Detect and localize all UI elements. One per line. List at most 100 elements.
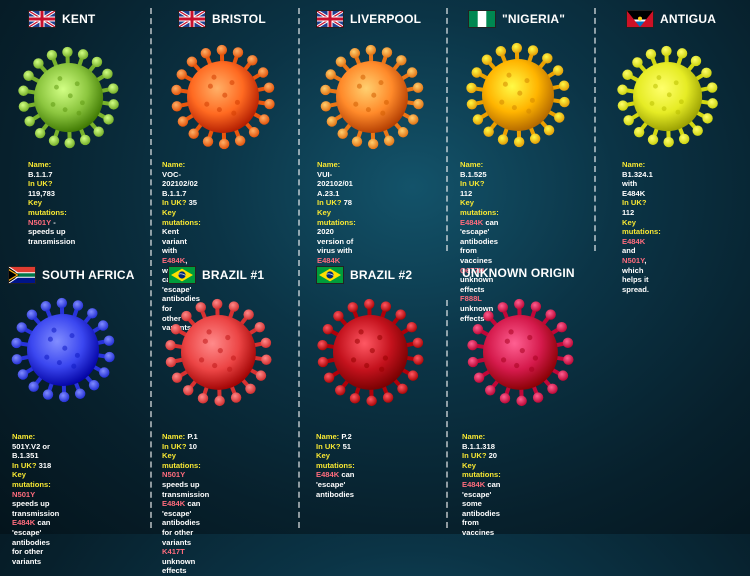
variant-header: ANTIGUA [626,10,716,28]
info-line: Key mutations: N501Y [12,470,59,499]
variant-title: LIVERPOOL [350,12,421,26]
info-label: Name: [12,432,35,441]
info-line: Key mutations: E484K can [460,198,499,227]
info-value: E484K [622,189,645,198]
info-value: 119,783 [28,189,55,198]
info-value: 'escape' some antibodies [462,490,500,518]
info-line: Name: P.2 [316,432,355,442]
info-value: can [485,480,500,489]
variant-header: BRAZIL #1 [168,266,264,284]
info-value: 10 [189,442,197,451]
variant-header: SOUTH AFRICA [8,266,135,284]
info-value: version of virus with [317,237,353,256]
variant-title: SOUTH AFRICA [42,268,135,282]
info-value: speeds up transmission [162,480,209,499]
info-line: Key mutations: 2020 [317,208,356,237]
info-line: vaccines [460,256,499,266]
info-line: Key mutations: N501Y [162,451,209,480]
variant-header: "NIGERIA" [468,10,565,28]
divider [150,8,152,528]
info-line: speeds up transmission [162,480,209,499]
variant-header: BRAZIL #2 [316,266,412,284]
info-line: Name: B.1.1.7 [28,160,75,179]
variant-header: UNKNOWN ORIGIN [462,266,575,280]
info-value: Kent [162,227,179,236]
info-value: P.1 [187,432,197,441]
mutation-name: N501Y [622,256,644,265]
variant-title: BRAZIL #2 [350,268,412,282]
info-label: Name: [162,432,187,441]
info-value: 'escape' antibodies from [460,227,498,255]
info-line: Name: VOC-202102/02 [162,160,201,189]
info-line: Key mutations: E484K and [622,218,661,256]
info-line: antibodies for other variants [162,518,209,547]
info-line: In UK? 112 [460,179,499,198]
info-label: Name: [462,432,485,441]
info-value: VOC-202102/02 [162,170,198,189]
info-line: E484K can 'escape' [162,499,209,518]
info-label: In UK? [622,198,646,207]
info-line: Name: P.1 [162,432,209,442]
info-label: In UK? [317,198,344,207]
southafrica-flag-icon [8,266,36,284]
info-line: E484K [317,256,356,266]
info-value: speeds up transmission [12,499,59,518]
info-label: Name: [316,432,341,441]
divider [446,300,448,528]
info-line: from vaccines [462,518,501,537]
variant-title: BRAZIL #1 [202,268,264,282]
virus-icon [462,39,574,151]
info-line: 'escape' antibodies from [460,227,499,256]
nigeria-flag-icon [468,10,496,28]
info-value: 112 [460,189,472,198]
divider [594,8,596,251]
info-label: Name: [317,160,340,169]
virus-icon [167,41,279,153]
info-line: 'escape' some antibodies [462,490,501,519]
variant-title: BRISTOL [212,12,266,26]
virus-icon [313,295,428,410]
info-line: N501Y, which helps it [622,256,661,285]
divider [298,8,300,528]
mutation-name: E484K [162,256,185,265]
info-value: can [483,218,498,227]
virus-icon [14,43,123,152]
info-value: 20 [489,451,497,460]
info-label: Key mutations: [462,461,501,480]
mutation-name: E484K [460,218,483,227]
virus-icon [316,41,428,153]
info-line: Name: B.1.525 [460,160,499,179]
info-value: unknown effects [162,557,195,576]
info-line: In UK? 112 [622,198,661,217]
info-label: In UK? [162,198,189,207]
variant-header: KENT [28,10,95,28]
info-line: In UK? 20 [462,451,501,461]
info-label: Key mutations: [162,451,201,470]
info-label: Name: [460,160,483,169]
info-label: Key mutations: [12,470,51,489]
info-value: spread. [622,285,649,294]
info-line: Name: B.1.1.318 [462,432,501,451]
divider [446,8,448,251]
info-value: P.2 [341,432,351,441]
variant-title: ANTIGUA [660,12,716,26]
mutation-name: E484K [162,499,185,508]
info-line: Name: VUI-202102/01 [317,160,356,189]
info-line: 'escape' antibodies [316,480,355,499]
info-line: B.1.1.7 [162,189,201,199]
info-label: In UK? [28,179,52,188]
info-label: In UK? [12,461,39,470]
brazil-flag-icon [316,266,344,284]
info-value: B.1.1.318 [462,442,495,451]
info-line: In UK? 51 [316,442,355,452]
info-value: 318 [39,461,52,470]
virus-icon [161,295,276,410]
info-value: vaccines [460,256,492,265]
info-value: from vaccines [462,518,494,537]
info-line: version of virus with [317,237,356,256]
